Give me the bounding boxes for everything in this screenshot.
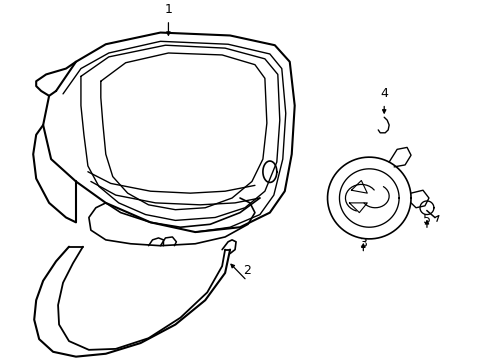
Text: 4: 4 [380,87,387,100]
Text: 5: 5 [422,213,430,226]
Text: 2: 2 [243,264,250,277]
Text: 1: 1 [164,3,172,16]
Text: 3: 3 [359,237,366,249]
